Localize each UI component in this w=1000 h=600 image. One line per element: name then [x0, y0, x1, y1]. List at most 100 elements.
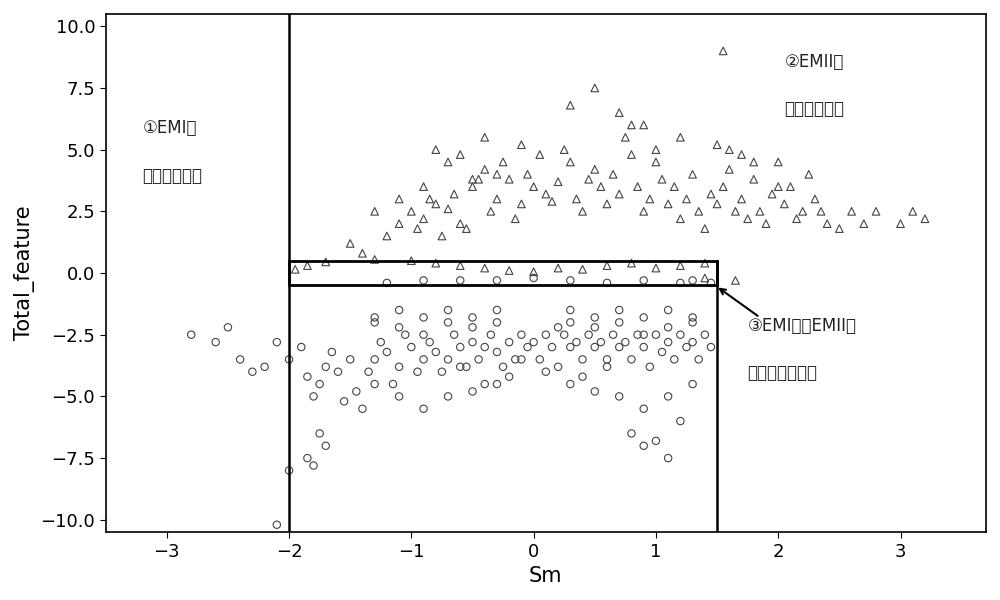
Point [868, 206, 884, 216]
Bar [289, 260, 717, 286]
Point [648, 157, 664, 167]
Point [550, 323, 566, 332]
Point [483, 330, 499, 340]
Point [458, 362, 474, 371]
Text: 地渔端元区域: 地渔端元区域 [142, 167, 202, 185]
Point [318, 257, 334, 267]
Point [636, 120, 652, 130]
Point [354, 248, 370, 258]
Point [648, 263, 664, 273]
Point [501, 372, 517, 382]
Point [562, 275, 578, 285]
Point [520, 342, 536, 352]
Point [538, 367, 554, 377]
Point [489, 169, 505, 179]
Text: 地渔端元区域: 地渔端元区域 [784, 100, 844, 118]
Point [905, 206, 921, 216]
Point [764, 189, 780, 199]
Point [685, 313, 701, 322]
Point [452, 261, 468, 271]
Point [306, 461, 322, 470]
Point [526, 337, 542, 347]
Point [568, 337, 584, 347]
Point [672, 133, 688, 142]
Point [562, 305, 578, 315]
Point [581, 175, 597, 184]
Point [587, 342, 603, 352]
Point [501, 337, 517, 347]
Point [483, 206, 499, 216]
Point [617, 133, 633, 142]
Point [440, 355, 456, 364]
Point [299, 454, 315, 463]
Point [354, 404, 370, 413]
Point [446, 189, 462, 199]
Point [446, 330, 462, 340]
Point [367, 313, 383, 322]
Point [477, 263, 493, 273]
Point [471, 175, 487, 184]
Point [648, 330, 664, 340]
Point [232, 355, 248, 364]
Point [428, 145, 444, 154]
Point [752, 206, 768, 216]
Point [562, 317, 578, 327]
Point [831, 224, 847, 233]
Point [648, 145, 664, 154]
Point [550, 362, 566, 371]
Point [550, 177, 566, 187]
Point [440, 204, 456, 214]
Point [416, 182, 432, 191]
Point [666, 182, 682, 191]
Point [336, 397, 352, 406]
Point [740, 214, 756, 224]
Point [770, 157, 786, 167]
Point [477, 164, 493, 174]
Point [428, 199, 444, 209]
Point [660, 323, 676, 332]
Point [575, 372, 591, 382]
Point [813, 206, 829, 216]
Point [489, 347, 505, 357]
Point [709, 199, 725, 209]
Point [299, 261, 315, 271]
Point [605, 330, 621, 340]
Point [464, 182, 480, 191]
Point [428, 259, 444, 268]
Point [403, 256, 419, 265]
Point [507, 214, 523, 224]
Point [758, 219, 774, 229]
Point [458, 224, 474, 233]
Point [489, 305, 505, 315]
Point [269, 337, 285, 347]
Point [348, 386, 364, 396]
Point [593, 337, 609, 347]
Point [379, 278, 395, 287]
Point [678, 194, 694, 204]
Point [605, 169, 621, 179]
Point [183, 330, 199, 340]
Point [513, 199, 529, 209]
Point [660, 337, 676, 347]
Point [556, 330, 572, 340]
Point [367, 254, 383, 264]
Point [575, 206, 591, 216]
X-axis label: Sm: Sm [529, 566, 563, 586]
Point [293, 342, 309, 352]
Point [575, 265, 591, 274]
Point [611, 305, 627, 315]
Point [507, 355, 523, 364]
Point [434, 231, 450, 241]
Point [391, 362, 407, 371]
Point [495, 157, 511, 167]
Point [244, 367, 260, 377]
Point [685, 169, 701, 179]
Point [257, 362, 273, 371]
Point [623, 259, 639, 268]
Point [599, 199, 615, 209]
Point [538, 330, 554, 340]
Point [422, 194, 438, 204]
Point [734, 194, 750, 204]
Point [776, 199, 792, 209]
Point [636, 313, 652, 322]
